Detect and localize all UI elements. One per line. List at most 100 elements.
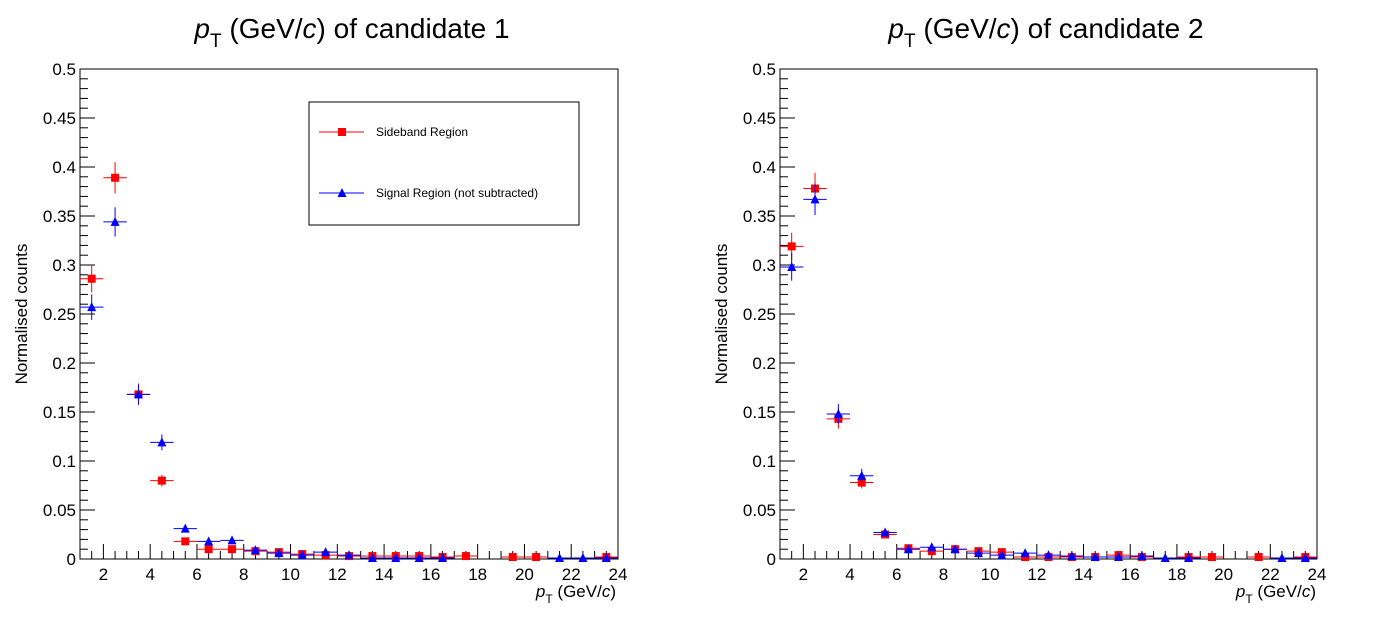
y-tick-label: 0.4	[752, 158, 776, 177]
signal-point	[1013, 548, 1036, 557]
y-tick-label: 0.1	[752, 452, 776, 471]
signal-point	[873, 528, 896, 537]
y-tick-label: 0.3	[752, 256, 776, 275]
signal-point	[267, 548, 290, 557]
y-axis-title-2: Normalised counts	[712, 244, 731, 385]
y-tick-label: 0	[67, 550, 76, 569]
x-tick-label: 10	[981, 565, 1000, 584]
signal-point	[1084, 552, 1107, 561]
signal-point	[827, 404, 850, 424]
y-tick-label: 0.05	[743, 501, 776, 520]
sideband-point	[220, 545, 243, 553]
signal-point	[220, 535, 243, 544]
sideband-point	[1247, 553, 1270, 561]
signal-point	[291, 550, 314, 559]
chart-panel-2: pT (GeV/c) of candidate 2 0 0.05 0.1 0.15 0.…	[712, 13, 1326, 606]
y-tick-label: 0.35	[743, 207, 776, 226]
signal-point	[571, 553, 594, 562]
legend-box	[309, 102, 579, 225]
x-axis-title-2: pT (GeV/c)	[1235, 582, 1316, 606]
y-axis-1: 0 0.05 0.1 0.15 0.2 0.25 0.3 0.35 0.4 0.45 0.5	[43, 60, 95, 569]
x-tick-label: 16	[421, 565, 440, 584]
sideband-point	[524, 553, 547, 561]
x-tick-label: 6	[892, 565, 901, 584]
signal-point	[943, 544, 966, 553]
y-axis-title-1: Normalised counts	[12, 244, 31, 385]
y-tick-label: 0.1	[52, 452, 76, 471]
sideband-point	[174, 537, 197, 545]
y-tick-label: 0.2	[752, 354, 776, 373]
signal-point	[361, 553, 384, 562]
signal-point	[548, 553, 571, 562]
x-axis-1: 2 4 6 8 10 12 14 16 18 20 22 24	[80, 544, 627, 584]
signal-point	[850, 469, 873, 483]
legend-label-sideband: Sideband Region	[376, 125, 468, 139]
y-tick-label: 0.35	[43, 207, 76, 226]
signal-point	[384, 553, 407, 562]
y-tick-label: 0.25	[743, 305, 776, 324]
y-tick-label: 0.5	[752, 60, 776, 79]
signal-point	[337, 550, 360, 559]
x-tick-label: 18	[1167, 565, 1186, 584]
sideband-point	[103, 162, 126, 193]
sideband-point	[150, 475, 173, 487]
y-tick-label: 0.45	[43, 109, 76, 128]
chart-panel-1: pT (GeV/c) of candidate 1 0 0.05 0.1 0.15 0.…	[12, 13, 627, 606]
sideband-point	[197, 545, 220, 553]
signal-point	[595, 553, 618, 562]
signal-point	[1294, 553, 1317, 562]
sideband-point	[80, 265, 103, 292]
signal-point	[1270, 553, 1293, 562]
signal-point	[407, 553, 430, 562]
y-tick-label: 0.3	[52, 256, 76, 275]
sideband-point	[501, 553, 524, 561]
chart-title-1: pT (GeV/c) of candidate 1	[193, 13, 509, 52]
x-tick-label: 16	[1121, 565, 1140, 584]
y-tick-label: 0.15	[743, 403, 776, 422]
signal-point	[150, 435, 173, 451]
y-tick-label: 0.25	[43, 305, 76, 324]
y-tick-label: 0.2	[52, 354, 76, 373]
x-tick-label: 4	[845, 565, 854, 584]
signal-point	[1177, 553, 1200, 562]
chart-title-2: pT (GeV/c) of candidate 2	[887, 13, 1203, 52]
x-tick-label: 8	[239, 565, 248, 584]
signal-point	[967, 548, 990, 557]
data-points-2	[780, 173, 1317, 562]
x-axis-2: 2 4 6 8 10 12 14 16 18 20 22 24	[780, 544, 1326, 584]
x-tick-label: 8	[939, 565, 948, 584]
signal-point	[1154, 553, 1177, 562]
x-tick-label: 18	[468, 565, 487, 584]
y-tick-label: 0	[767, 550, 776, 569]
x-tick-label: 20	[1214, 565, 1233, 584]
y-tick-label: 0.5	[52, 60, 76, 79]
x-tick-label: 14	[375, 565, 394, 584]
x-tick-label: 14	[1074, 565, 1093, 584]
legend-marker-sideband	[338, 128, 346, 136]
signal-point	[244, 545, 267, 554]
y-axis-2: 0 0.05 0.1 0.15 0.2 0.25 0.3 0.35 0.4 0.45 0.5	[743, 60, 795, 569]
y-tick-label: 0.05	[43, 501, 76, 520]
x-tick-label: 20	[515, 565, 534, 584]
signal-point	[1107, 552, 1130, 561]
x-tick-label: 2	[99, 565, 108, 584]
signal-point	[127, 385, 150, 405]
signal-point	[780, 253, 803, 280]
signal-point	[174, 524, 197, 533]
signal-point	[920, 542, 943, 551]
x-tick-label: 4	[145, 565, 154, 584]
x-tick-label: 6	[192, 565, 201, 584]
signal-point	[80, 294, 103, 319]
signal-point	[897, 544, 920, 553]
x-axis-title-1: pT (GeV/c)	[535, 582, 616, 606]
signal-point	[197, 536, 220, 545]
signal-point	[103, 207, 126, 236]
x-tick-label: 12	[1027, 565, 1046, 584]
x-tick-label: 12	[328, 565, 347, 584]
y-tick-label: 0.15	[43, 403, 76, 422]
sideband-point	[1200, 553, 1223, 561]
signal-point	[431, 553, 454, 562]
signal-point	[1037, 550, 1060, 559]
signal-point	[990, 550, 1013, 559]
